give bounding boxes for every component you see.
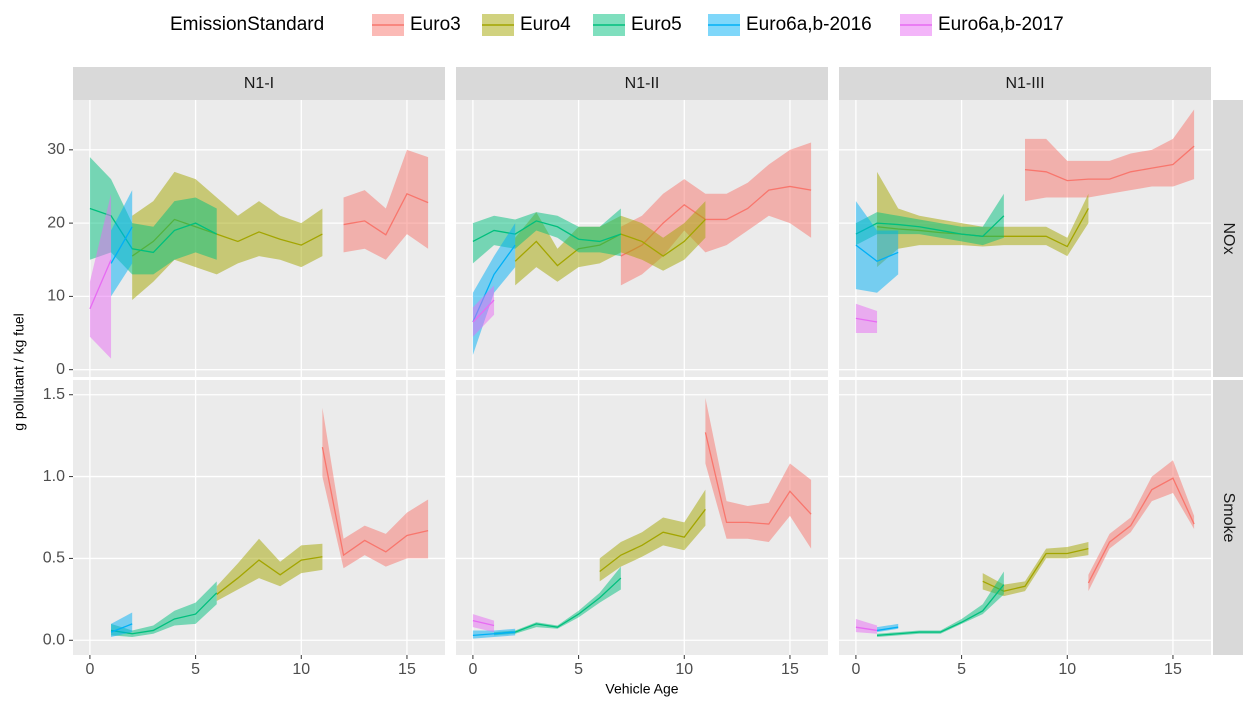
- ribbon: [620, 142, 812, 286]
- line: [216, 556, 323, 595]
- line: [472, 631, 516, 637]
- x-tick-label: 0: [468, 661, 477, 678]
- x-tick-label: 5: [191, 661, 200, 678]
- legend-title: EmissionStandard: [170, 14, 324, 35]
- ribbon: [599, 489, 706, 582]
- x-tick-label: 15: [781, 661, 799, 678]
- line: [704, 432, 812, 525]
- line: [876, 584, 1005, 637]
- panel: [456, 380, 828, 655]
- x-tick-label: 10: [675, 661, 693, 678]
- ribbon: [343, 149, 429, 260]
- ribbon: [216, 538, 323, 601]
- x-tick-label: 10: [292, 661, 310, 678]
- ribbon: [705, 398, 812, 549]
- x-tick-label: 0: [851, 661, 860, 678]
- panel: [73, 100, 445, 377]
- ribbon: [322, 407, 429, 569]
- line: [343, 192, 429, 236]
- strip: [456, 67, 828, 100]
- x-axis-label: Vehicle Age: [605, 681, 678, 697]
- line: [472, 299, 495, 323]
- strip-label: N1-I: [244, 75, 274, 92]
- strip-label: N1-II: [625, 75, 660, 92]
- legend-label: Euro5: [631, 14, 682, 35]
- panel: [456, 100, 828, 377]
- line: [1087, 477, 1195, 584]
- y-tick-label: 1.0: [43, 468, 65, 485]
- panel: [839, 380, 1211, 655]
- strip-label: Smoke: [1220, 493, 1237, 543]
- y-tick-label: 0.0: [43, 631, 65, 648]
- line: [493, 577, 622, 635]
- line: [855, 317, 878, 323]
- panel: [73, 380, 445, 655]
- y-tick-label: 0: [56, 361, 65, 378]
- ribbon: [89, 193, 112, 359]
- legend-label: Euro6a,b-2016: [746, 14, 872, 35]
- line: [110, 226, 133, 264]
- ribbon: [111, 581, 217, 637]
- y-axis-label: g pollutant / kg fuel: [11, 313, 27, 431]
- strip-label: NOx: [1220, 223, 1237, 255]
- ribbon: [111, 612, 133, 637]
- legend-label: Euro6a,b-2017: [938, 14, 1064, 35]
- line: [855, 244, 899, 262]
- line: [876, 626, 899, 632]
- y-tick-label: 30: [47, 141, 65, 158]
- line: [110, 623, 133, 633]
- x-tick-label: 15: [398, 661, 416, 678]
- ribbon: [472, 208, 621, 264]
- line: [599, 508, 706, 573]
- x-tick-label: 15: [1164, 661, 1182, 678]
- strip: [1213, 380, 1243, 655]
- legend-label: Euro3: [410, 14, 461, 35]
- ribbon: [1088, 460, 1195, 592]
- y-tick-label: 20: [47, 214, 65, 231]
- x-tick-label: 5: [957, 661, 966, 678]
- line: [321, 446, 429, 557]
- ribbon: [111, 190, 133, 297]
- y-tick-label: 1.5: [43, 386, 65, 403]
- line: [855, 215, 1005, 237]
- panel-background: [839, 380, 1211, 655]
- line: [89, 259, 112, 310]
- y-tick-label: 0.5: [43, 550, 65, 567]
- strip: [839, 67, 1211, 100]
- line: [1024, 145, 1195, 182]
- strip-label: N1-III: [1005, 75, 1044, 92]
- line: [472, 220, 622, 243]
- x-tick-label: 10: [1058, 661, 1076, 678]
- ribbon: [877, 171, 1089, 268]
- y-tick-label: 10: [47, 288, 65, 305]
- strip: [1213, 100, 1243, 377]
- panel-background: [73, 380, 445, 655]
- ribbon: [855, 303, 878, 334]
- line: [472, 619, 495, 627]
- line: [110, 592, 218, 635]
- ribbon: [1025, 109, 1195, 202]
- x-tick-label: 5: [574, 661, 583, 678]
- strip: [73, 67, 445, 100]
- panel: [839, 100, 1211, 377]
- x-tick-label: 0: [85, 661, 94, 678]
- legend-label: Euro4: [520, 14, 571, 35]
- ribbon: [855, 201, 899, 293]
- line: [855, 626, 878, 632]
